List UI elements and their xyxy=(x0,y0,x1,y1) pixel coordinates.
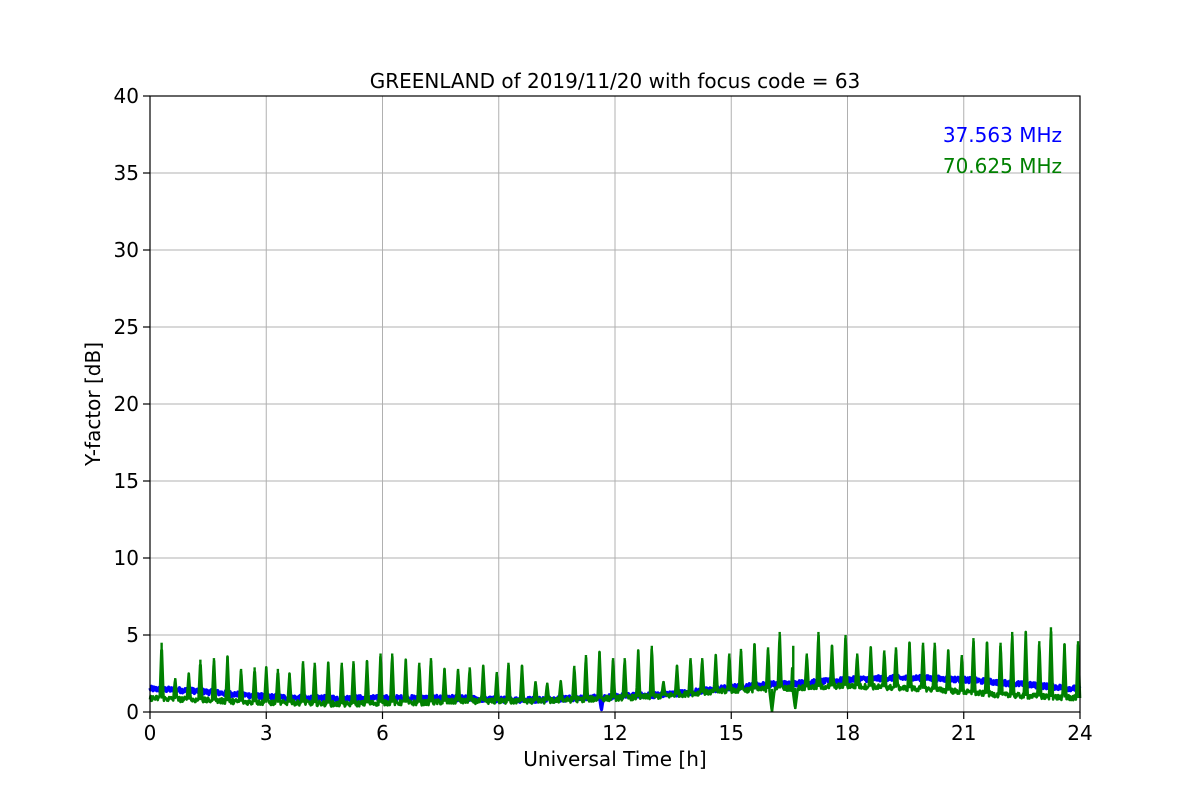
y-axis-label: Y-factor [dB] xyxy=(81,342,105,467)
x-axis-label: Universal Time [h] xyxy=(523,747,706,771)
x-tick-label: 12 xyxy=(602,721,627,745)
x-tick-label: 24 xyxy=(1067,721,1092,745)
x-tick-label: 21 xyxy=(951,721,976,745)
x-tick-label: 18 xyxy=(835,721,860,745)
x-tick-label: 6 xyxy=(376,721,389,745)
y-tick-label: 15 xyxy=(114,469,139,493)
y-tick-label: 0 xyxy=(126,700,139,724)
y-tick-label: 35 xyxy=(114,161,139,185)
ticks: 0 3 6 9 12 15 18 21 24 0 5 10 15 20 25 30 35 40 xyxy=(114,84,1093,745)
legend-entry-37563: 37.563 MHz xyxy=(943,123,1062,147)
legend: 37.563 MHz 70.625 MHz xyxy=(943,123,1062,178)
chart-title: GREENLAND of 2019/11/20 with focus code … xyxy=(370,69,861,93)
x-tick-label: 0 xyxy=(144,721,157,745)
y-tick-label: 20 xyxy=(114,392,139,416)
legend-entry-70625: 70.625 MHz xyxy=(943,154,1062,178)
y-tick-label: 40 xyxy=(114,84,139,108)
y-tick-label: 5 xyxy=(126,623,139,647)
y-tick-label: 30 xyxy=(114,238,139,262)
y-tick-label: 25 xyxy=(114,315,139,339)
x-tick-label: 15 xyxy=(719,721,744,745)
x-tick-label: 3 xyxy=(260,721,273,745)
x-tick-label: 9 xyxy=(492,721,505,745)
series-line-70625 xyxy=(148,630,1082,713)
y-tick-label: 10 xyxy=(114,546,139,570)
series-layer xyxy=(148,627,1082,713)
